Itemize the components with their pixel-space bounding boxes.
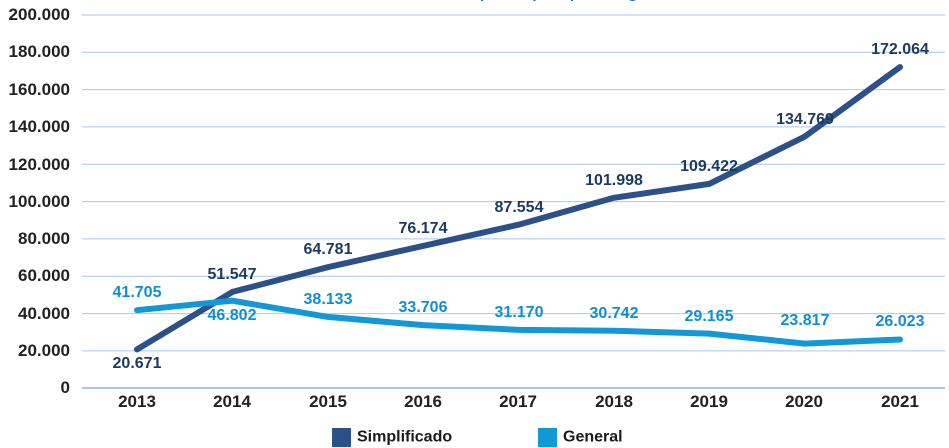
svg-text:Evolución del número de empres: Evolución del número de empresas por tip… xyxy=(276,0,673,2)
